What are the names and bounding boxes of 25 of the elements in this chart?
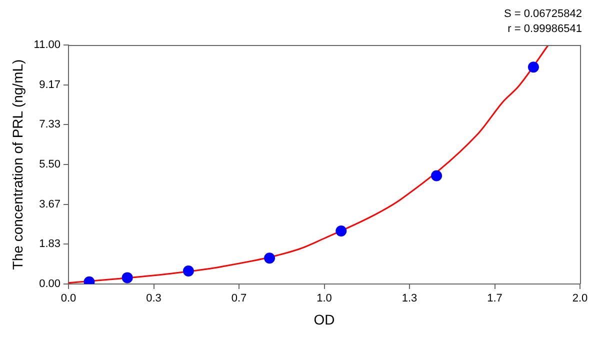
point xyxy=(528,62,539,73)
x-tick-label: 2.0 xyxy=(572,292,588,305)
x-tick-label: 0.0 xyxy=(60,292,76,305)
y-tick-label: 7.33 xyxy=(39,118,61,131)
y-tick-label: 0.00 xyxy=(39,278,61,290)
y-tick-label: 5.50 xyxy=(39,158,61,171)
text: r = 0.99986541 xyxy=(508,23,582,36)
y-axis-title: The concentration of PRL (ng/mL) xyxy=(9,59,26,270)
x-tick-label: 1.3 xyxy=(402,292,418,305)
point xyxy=(264,252,276,264)
x-axis-title: OD xyxy=(314,311,335,328)
y-tick-label: 9.17 xyxy=(39,78,61,91)
point xyxy=(122,272,133,284)
point xyxy=(431,170,442,182)
y-tick-label: 1.83 xyxy=(39,238,61,250)
y-tick-label: 3.67 xyxy=(39,198,61,210)
y-tick-label: 11.00 xyxy=(34,39,61,52)
point xyxy=(336,225,347,236)
text: S = 0.06725842 xyxy=(504,8,582,20)
point xyxy=(182,265,194,276)
x-tick-label: 0.7 xyxy=(231,292,247,305)
x-tick-label: 1.7 xyxy=(487,292,502,305)
x-tick-label: 1.0 xyxy=(316,292,332,305)
line-series xyxy=(68,45,550,284)
x-tick-label: 0.3 xyxy=(146,292,162,305)
